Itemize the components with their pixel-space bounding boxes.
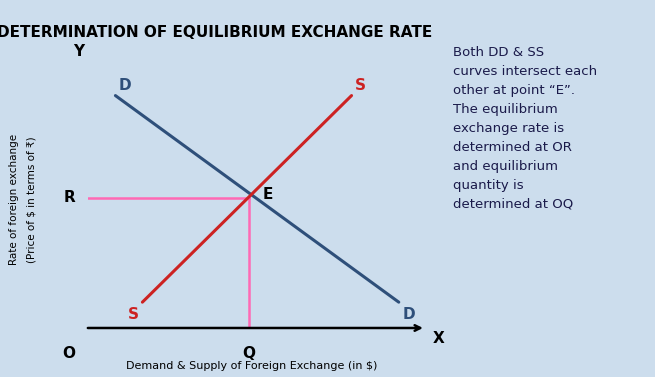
Text: Demand & Supply of Foreign Exchange (in $): Demand & Supply of Foreign Exchange (in … xyxy=(126,361,378,371)
Text: X: X xyxy=(432,331,444,346)
Text: D: D xyxy=(119,78,132,93)
Text: Y: Y xyxy=(73,44,84,60)
Text: Rate of foreign exchange: Rate of foreign exchange xyxy=(9,134,20,265)
Text: E: E xyxy=(262,187,272,202)
Text: Q: Q xyxy=(242,346,255,361)
Text: (Price of $ in terms of ₹): (Price of $ in terms of ₹) xyxy=(26,136,37,263)
Text: D: D xyxy=(402,307,415,322)
Text: Both DD & SS
curves intersect each
other at point “E”.
The equilibrium
exchange : Both DD & SS curves intersect each other… xyxy=(453,46,597,211)
Text: S: S xyxy=(355,78,366,93)
Text: O: O xyxy=(62,346,75,361)
Text: DETERMINATION OF EQUILIBRIUM EXCHANGE RATE: DETERMINATION OF EQUILIBRIUM EXCHANGE RA… xyxy=(0,26,432,40)
Text: S: S xyxy=(128,307,139,322)
Text: R: R xyxy=(63,190,75,205)
